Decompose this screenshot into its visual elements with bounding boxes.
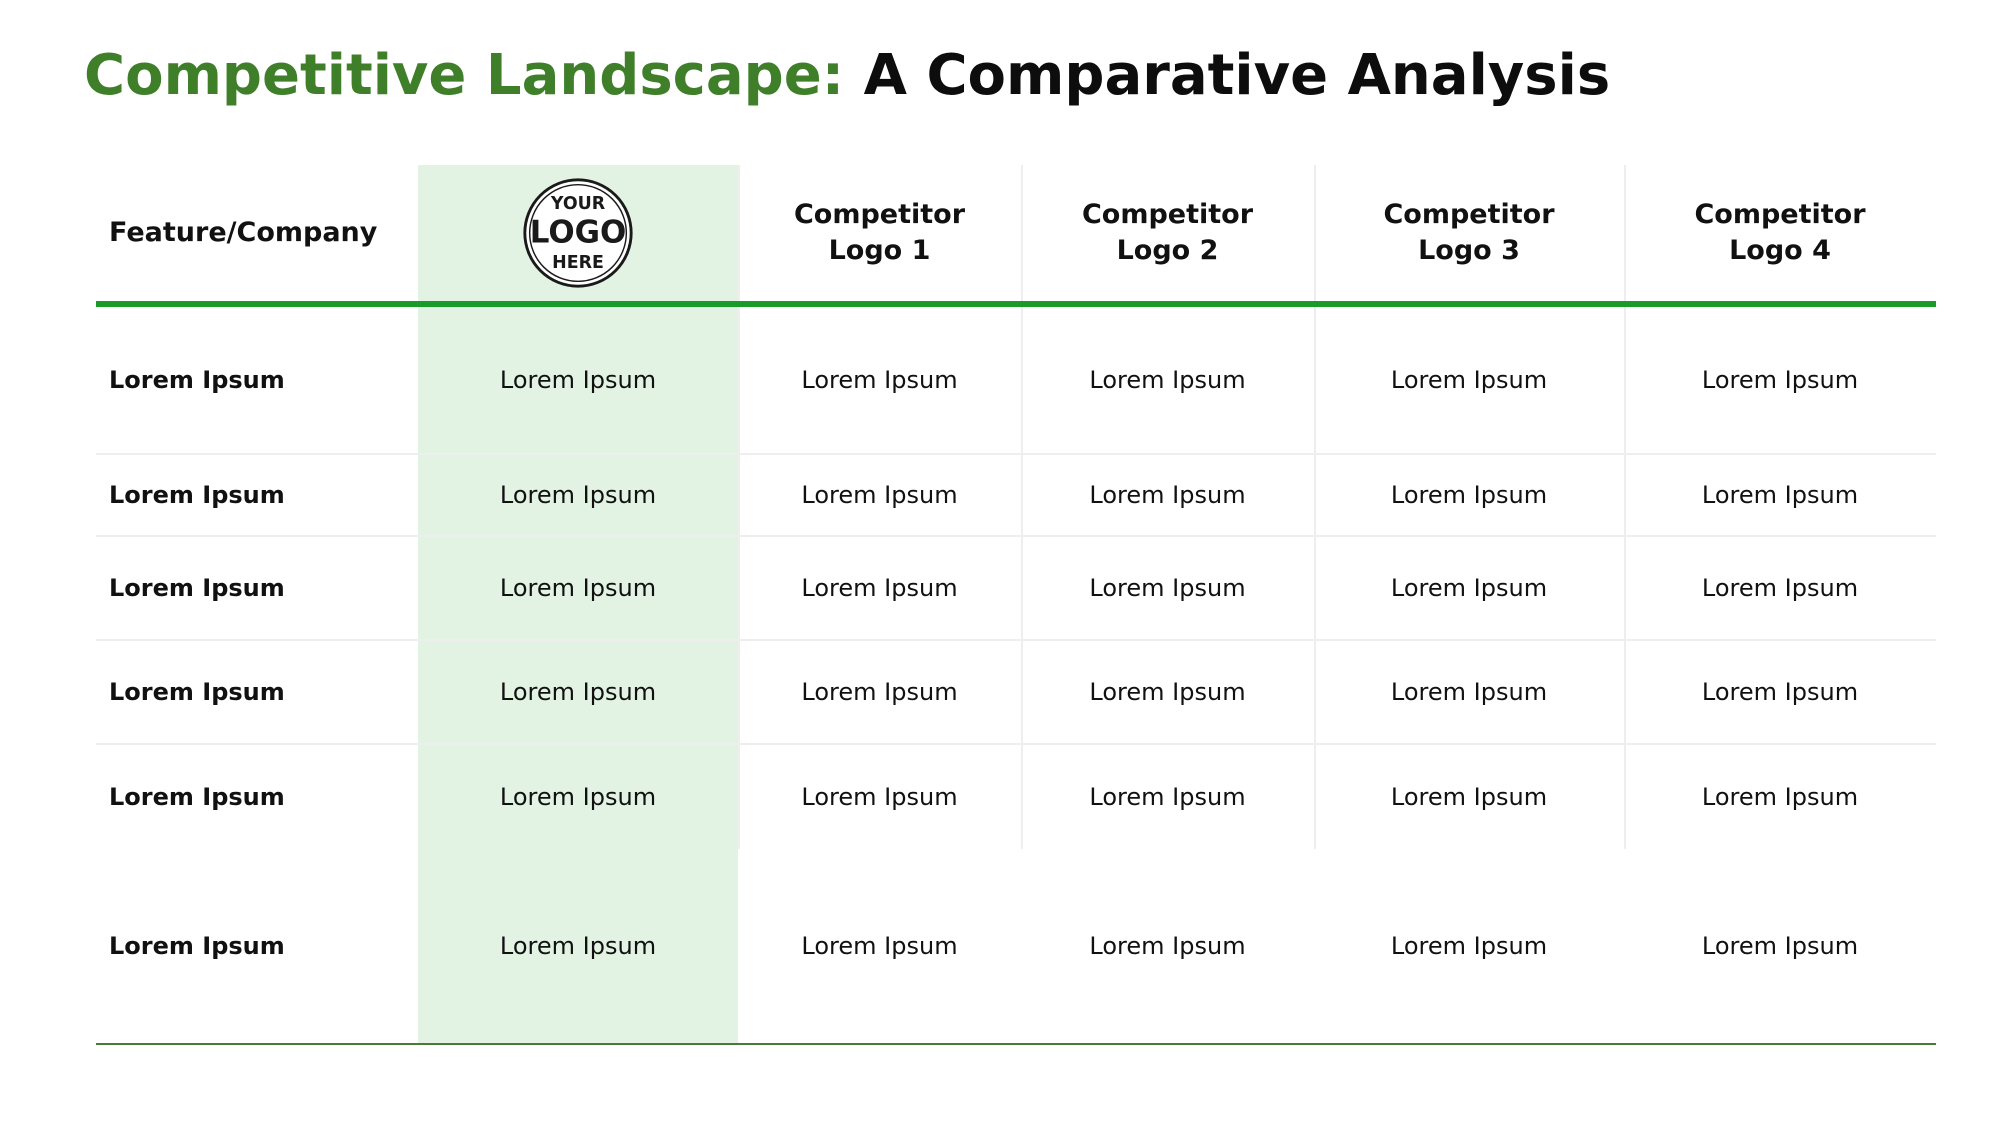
- row-divider: [96, 639, 1936, 641]
- row-divider: [96, 535, 1936, 537]
- row-3-label: Lorem Ipsum: [109, 574, 285, 602]
- row-2-competitor-4: Lorem Ipsum: [1701, 481, 1859, 509]
- header-competitor-1: Competitor Logo 1: [738, 165, 1021, 301]
- column-divider: [1021, 165, 1023, 849]
- row-5-competitor-1: Lorem Ipsum: [801, 783, 958, 811]
- row-2-competitor-1: Lorem Ipsum: [801, 481, 958, 509]
- row-4-competitor-1: Lorem Ipsum: [801, 678, 958, 706]
- row-3-competitor-2: Lorem Ipsum: [1089, 574, 1246, 602]
- row-1-competitor-3: Lorem Ipsum: [1390, 366, 1548, 394]
- header-competitor-4-line-2: Logo 4: [1729, 235, 1831, 266]
- row-2-your-company: Lorem Ipsum: [499, 481, 657, 509]
- row-1-competitor-4: Lorem Ipsum: [1701, 366, 1859, 394]
- row-5-competitor-2: Lorem Ipsum: [1089, 783, 1246, 811]
- row-5-competitor-4: Lorem Ipsum: [1701, 783, 1859, 811]
- logo-middle-text: LOGO: [530, 215, 627, 251]
- logo-bottom-text: HERE: [552, 253, 604, 273]
- header-competitor-3-line-1: Competitor: [1383, 199, 1555, 230]
- row-3-competitor-3: Lorem Ipsum: [1390, 574, 1548, 602]
- column-divider: [1314, 165, 1316, 849]
- row-1-your-company: Lorem Ipsum: [499, 366, 657, 394]
- row-6-label: Lorem Ipsum: [109, 932, 285, 960]
- row-1-label: Lorem Ipsum: [109, 366, 285, 394]
- your-company-highlight-column: [418, 165, 738, 1045]
- row-5-label: Lorem Ipsum: [109, 783, 285, 811]
- row-divider: [96, 743, 1936, 745]
- row-6-competitor-2: Lorem Ipsum: [1089, 932, 1246, 960]
- header-competitor-3: Competitor Logo 3: [1314, 165, 1624, 301]
- header-competitor-2-line-2: Logo 2: [1116, 235, 1219, 266]
- row-2-competitor-3: Lorem Ipsum: [1390, 481, 1548, 509]
- row-6-competitor-4: Lorem Ipsum: [1701, 932, 1859, 960]
- row-4-competitor-4: Lorem Ipsum: [1701, 678, 1859, 706]
- row-2-label: Lorem Ipsum: [109, 481, 285, 509]
- header-competitor-4: Competitor Logo 4: [1624, 165, 1936, 301]
- comparison-table: Feature/Company YOUR LOGO HERE Competito…: [96, 165, 1936, 1047]
- row-4-your-company: Lorem Ipsum: [499, 678, 657, 706]
- title-rest: A Comparative Analysis: [844, 43, 1611, 108]
- header-competitor-2-line-1: Competitor: [1081, 199, 1254, 230]
- logo-placeholder-icon: YOUR LOGO HERE: [523, 178, 633, 288]
- column-divider: [738, 165, 740, 849]
- bottom-rule: [96, 1043, 1936, 1045]
- logo-top-text: YOUR: [550, 194, 606, 214]
- header-competitor-4-line-1: Competitor: [1694, 199, 1866, 230]
- your-logo-cell: YOUR LOGO HERE: [418, 165, 738, 301]
- page-title: Competitive Landscape: A Comparative Ana…: [84, 36, 1610, 116]
- row-3-competitor-1: Lorem Ipsum: [801, 574, 958, 602]
- column-divider: [1624, 165, 1626, 849]
- row-5-competitor-3: Lorem Ipsum: [1390, 783, 1548, 811]
- row-6-competitor-3: Lorem Ipsum: [1390, 932, 1548, 960]
- row-4-competitor-3: Lorem Ipsum: [1390, 678, 1548, 706]
- row-1-competitor-2: Lorem Ipsum: [1089, 366, 1246, 394]
- row-4-label: Lorem Ipsum: [109, 678, 285, 706]
- row-divider: [96, 453, 1936, 455]
- row-1-competitor-1: Lorem Ipsum: [801, 366, 958, 394]
- row-2-competitor-2: Lorem Ipsum: [1089, 481, 1246, 509]
- header-competitor-1-line-1: Competitor: [793, 199, 966, 230]
- row-5-your-company: Lorem Ipsum: [499, 783, 657, 811]
- title-accent: Competitive Landscape:: [84, 43, 845, 108]
- row-4-competitor-2: Lorem Ipsum: [1089, 678, 1246, 706]
- header-competitor-3-line-2: Logo 3: [1418, 235, 1520, 266]
- row-3-competitor-4: Lorem Ipsum: [1701, 574, 1859, 602]
- header-rule: [96, 301, 1936, 307]
- row-6-your-company: Lorem Ipsum: [499, 932, 657, 960]
- header-competitor-1-line-2: Logo 1: [828, 235, 931, 266]
- row-6-competitor-1: Lorem Ipsum: [801, 932, 958, 960]
- header-feature-company: Feature/Company: [109, 217, 378, 248]
- row-3-your-company: Lorem Ipsum: [499, 574, 657, 602]
- header-competitor-2: Competitor Logo 2: [1021, 165, 1314, 301]
